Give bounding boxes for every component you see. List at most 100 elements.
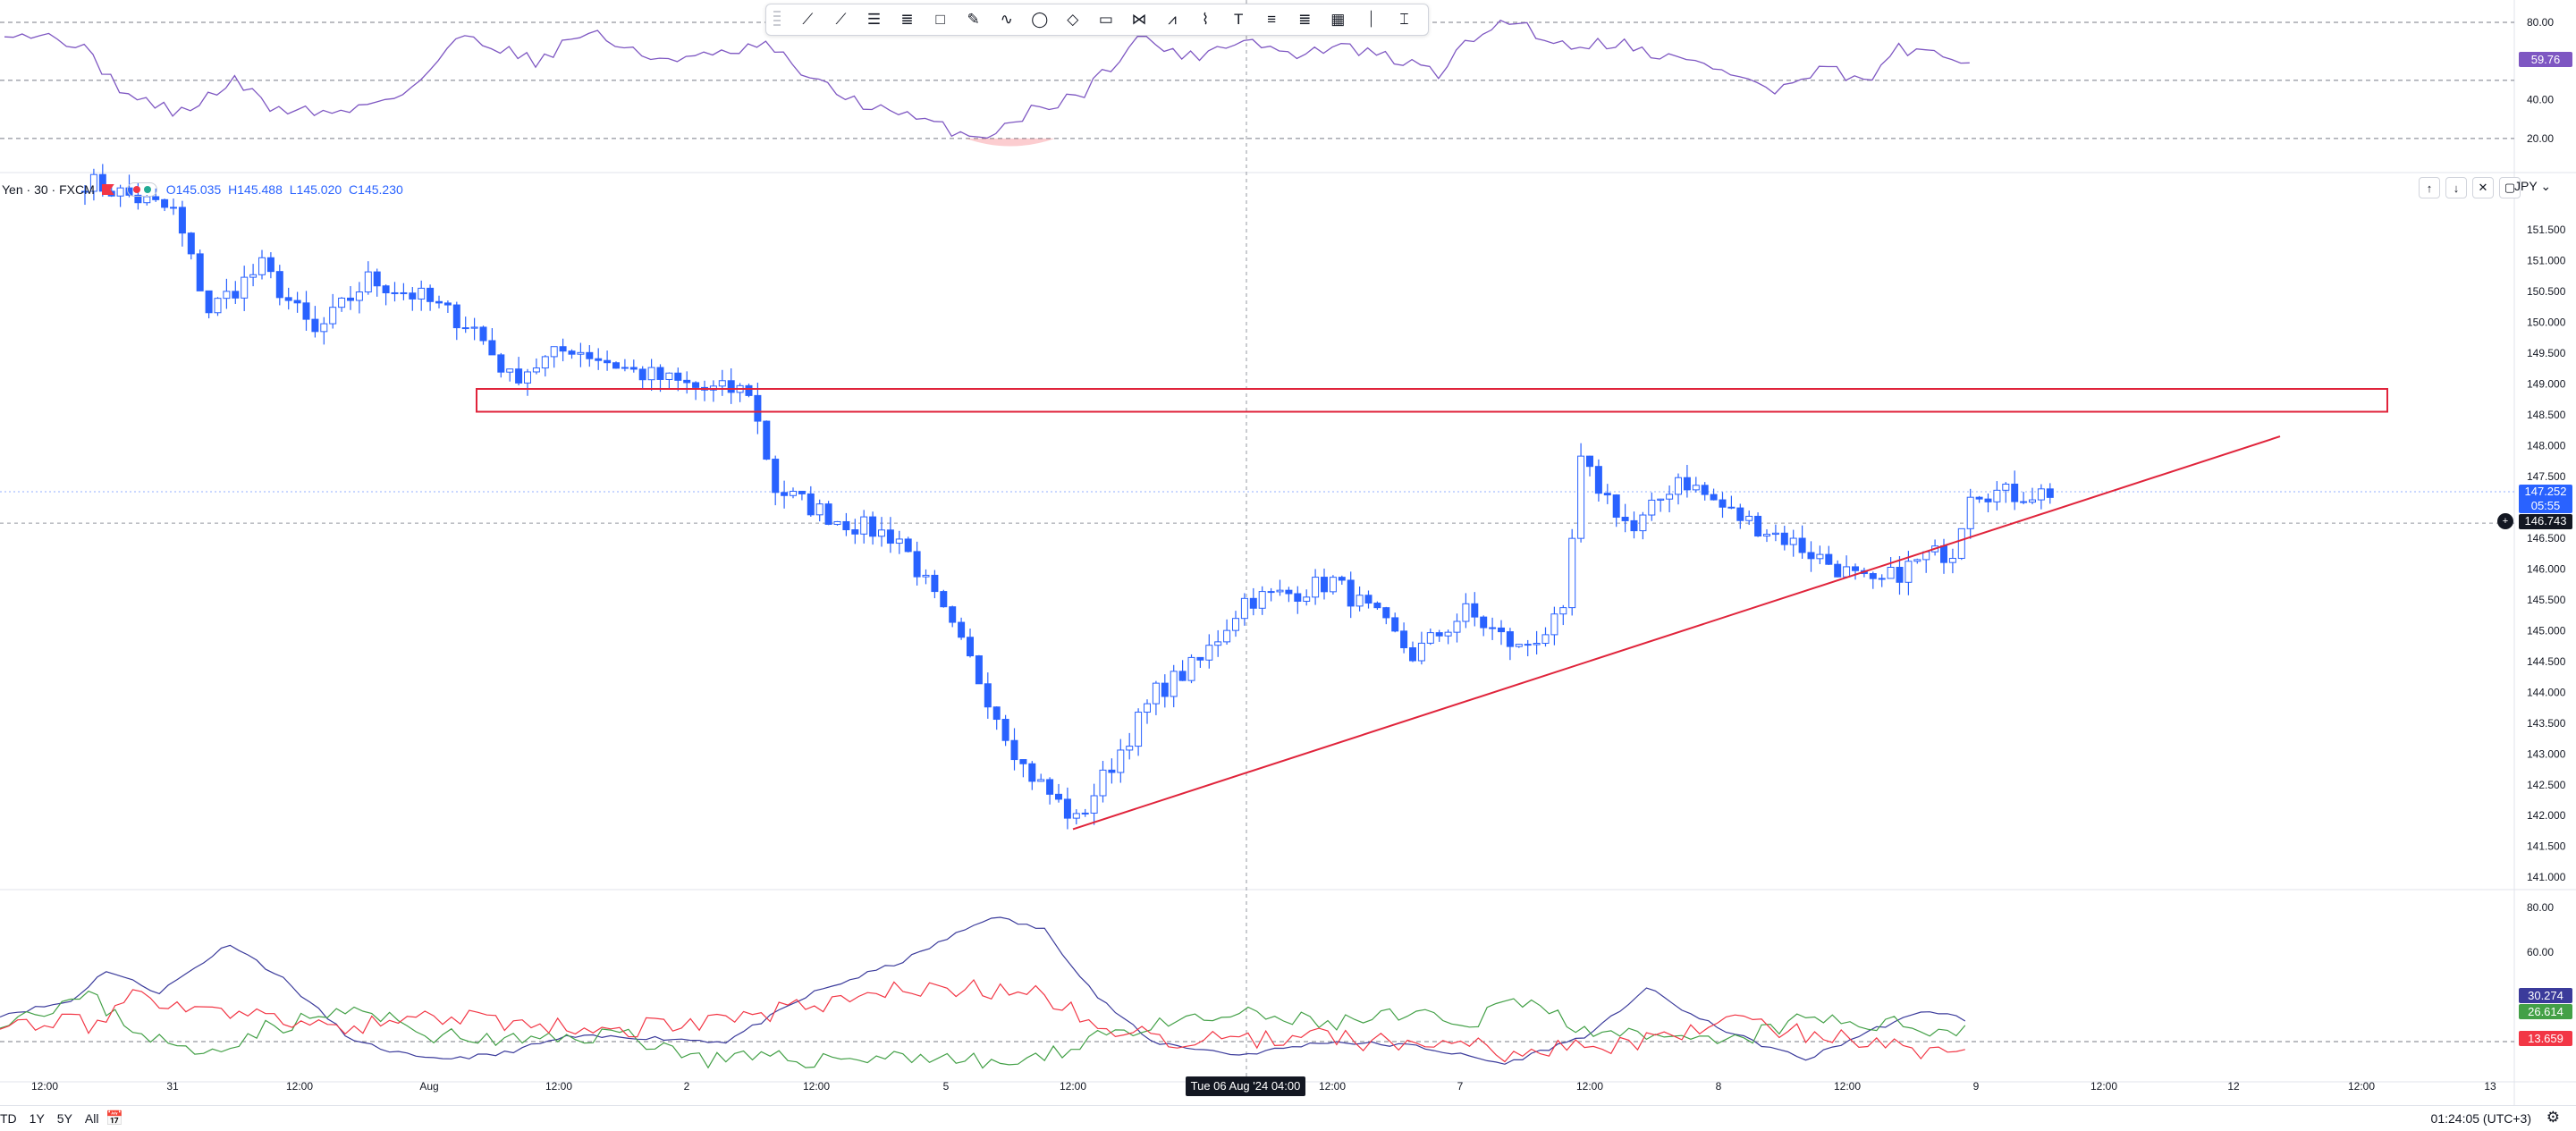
candle-body bbox=[1170, 671, 1178, 697]
currency-selector[interactable]: JPY ⌄ bbox=[2514, 179, 2551, 194]
toolbar-drag-handle[interactable] bbox=[773, 11, 781, 29]
candle-body bbox=[1462, 603, 1470, 622]
candle-body bbox=[1621, 517, 1629, 521]
candle-body bbox=[116, 187, 124, 197]
candle-body bbox=[745, 384, 753, 396]
candle-body bbox=[1878, 578, 1886, 580]
path-icon[interactable]: ∿ bbox=[1000, 11, 1013, 28]
candle-body bbox=[1675, 477, 1682, 495]
pane-controls: ↑ ↓ ✕ ▢ bbox=[2419, 177, 2521, 198]
text-icon[interactable]: T bbox=[1233, 11, 1244, 28]
adx-value-label: 30.274 bbox=[2519, 988, 2572, 1003]
candle-body bbox=[1205, 645, 1213, 661]
candle-body bbox=[869, 516, 877, 537]
candle-body bbox=[258, 257, 266, 275]
minus-di-line bbox=[0, 978, 1965, 1063]
range-all[interactable]: All bbox=[84, 1111, 99, 1126]
range-td[interactable]: TD bbox=[0, 1111, 17, 1126]
candle-body bbox=[1276, 589, 1284, 593]
candle-body bbox=[241, 276, 249, 299]
candle-body bbox=[302, 302, 310, 320]
minus-di-value-label: 13.659 bbox=[2519, 1031, 2572, 1046]
measure-icon[interactable]: ⌶ bbox=[1399, 11, 1409, 28]
candle-body bbox=[1710, 494, 1718, 501]
vertical-line-icon[interactable]: ⏐ bbox=[1366, 11, 1376, 28]
fib-channel-icon[interactable]: ≣ bbox=[1298, 11, 1312, 28]
adx-line bbox=[0, 916, 1966, 1065]
candle-body bbox=[1135, 712, 1143, 747]
candle-body bbox=[2002, 483, 2010, 491]
candle-body bbox=[1807, 552, 1815, 560]
candle-body bbox=[1692, 485, 1700, 491]
candle-body bbox=[2037, 488, 2045, 501]
range-5y[interactable]: 5Y bbox=[56, 1111, 72, 1126]
dmi-tick-label: 80.00 bbox=[2527, 901, 2554, 914]
move-pane-down-icon[interactable]: ↓ bbox=[2445, 177, 2467, 198]
candle-body bbox=[1639, 514, 1647, 532]
candle-body bbox=[984, 683, 992, 708]
price-tick-label: 148.500 bbox=[2527, 409, 2566, 421]
range-1y[interactable]: 1Y bbox=[29, 1111, 45, 1126]
plus-icon[interactable]: + bbox=[2497, 513, 2513, 529]
candle-body bbox=[781, 492, 789, 496]
elliott-wave-icon[interactable]: ⩘ bbox=[1168, 11, 1177, 28]
candle-body bbox=[1391, 617, 1399, 632]
status-pill[interactable] bbox=[126, 182, 157, 197]
candle-body bbox=[2046, 488, 2054, 498]
flag-icon[interactable] bbox=[101, 184, 114, 195]
candle-body bbox=[1940, 545, 1947, 563]
collapse-pane-icon[interactable]: ✕ bbox=[2472, 177, 2494, 198]
parallel-channel-icon[interactable]: ☰ bbox=[866, 11, 882, 28]
candle-body bbox=[1347, 579, 1355, 607]
price-tick-label: 150.500 bbox=[2527, 285, 2566, 298]
clock[interactable]: 01:24:05 (UTC+3) bbox=[2430, 1111, 2531, 1126]
time-tick-label: 12:00 bbox=[1319, 1080, 1346, 1093]
candle-body bbox=[1072, 813, 1080, 819]
candle-body bbox=[922, 574, 930, 578]
xabcd-pattern-icon[interactable]: ⋈ bbox=[1131, 11, 1147, 28]
rsi-tick-label: 40.00 bbox=[2527, 94, 2554, 106]
candle-body bbox=[1152, 682, 1160, 705]
rectangle-icon[interactable]: □ bbox=[935, 11, 945, 28]
circle-icon[interactable]: ◯ bbox=[1031, 11, 1049, 28]
candle-body bbox=[790, 490, 797, 496]
symbol-title[interactable]: Yen · 30 · FXCM bbox=[2, 182, 95, 197]
candle-body bbox=[824, 503, 832, 525]
ray-icon[interactable]: ⟋ bbox=[835, 11, 847, 28]
callout-icon[interactable]: ▭ bbox=[1098, 11, 1113, 28]
move-pane-up-icon[interactable]: ↑ bbox=[2419, 177, 2440, 198]
price-tick-label: 149.000 bbox=[2527, 377, 2566, 390]
low-value: L145.020 bbox=[289, 182, 342, 197]
candle-body bbox=[427, 287, 435, 302]
candle-body bbox=[807, 493, 815, 516]
candle-body bbox=[612, 362, 620, 369]
candle-body bbox=[1913, 559, 1921, 562]
candle-body bbox=[1966, 496, 1974, 529]
maximize-pane-icon[interactable]: ▢ bbox=[2499, 177, 2521, 198]
gear-icon[interactable]: ⚙ bbox=[2546, 1109, 2560, 1126]
pitchfork-icon[interactable]: ≣ bbox=[900, 11, 914, 28]
candle-body bbox=[400, 291, 408, 294]
brush-icon[interactable]: ✎ bbox=[967, 11, 980, 28]
candle-body bbox=[320, 323, 328, 333]
candle-body bbox=[604, 359, 612, 364]
price-tick-label: 142.000 bbox=[2527, 809, 2566, 822]
fib-retracement-icon[interactable]: ≡ bbox=[1267, 11, 1277, 28]
close-value: C145.230 bbox=[349, 182, 403, 197]
gann-box-icon[interactable]: ▦ bbox=[1330, 11, 1346, 28]
polyline-icon[interactable]: ⌇ bbox=[1201, 11, 1210, 28]
candle-body bbox=[550, 346, 558, 358]
candle-body bbox=[2029, 499, 2036, 503]
candle-body bbox=[1630, 519, 1638, 532]
trend-line-icon[interactable]: ⟋ bbox=[802, 11, 814, 28]
candle-body bbox=[1321, 577, 1328, 593]
candle-body bbox=[1603, 493, 1611, 496]
price-tick-label: 148.000 bbox=[2527, 439, 2566, 452]
calendar-goto-icon[interactable]: 📅 bbox=[106, 1111, 123, 1127]
candle-body bbox=[559, 346, 567, 352]
rsi-tick-label: 80.00 bbox=[2527, 16, 2554, 29]
rotated-rectangle-icon[interactable]: ◇ bbox=[1067, 11, 1079, 28]
candle-body bbox=[1144, 703, 1151, 713]
candle-body bbox=[1480, 616, 1488, 629]
